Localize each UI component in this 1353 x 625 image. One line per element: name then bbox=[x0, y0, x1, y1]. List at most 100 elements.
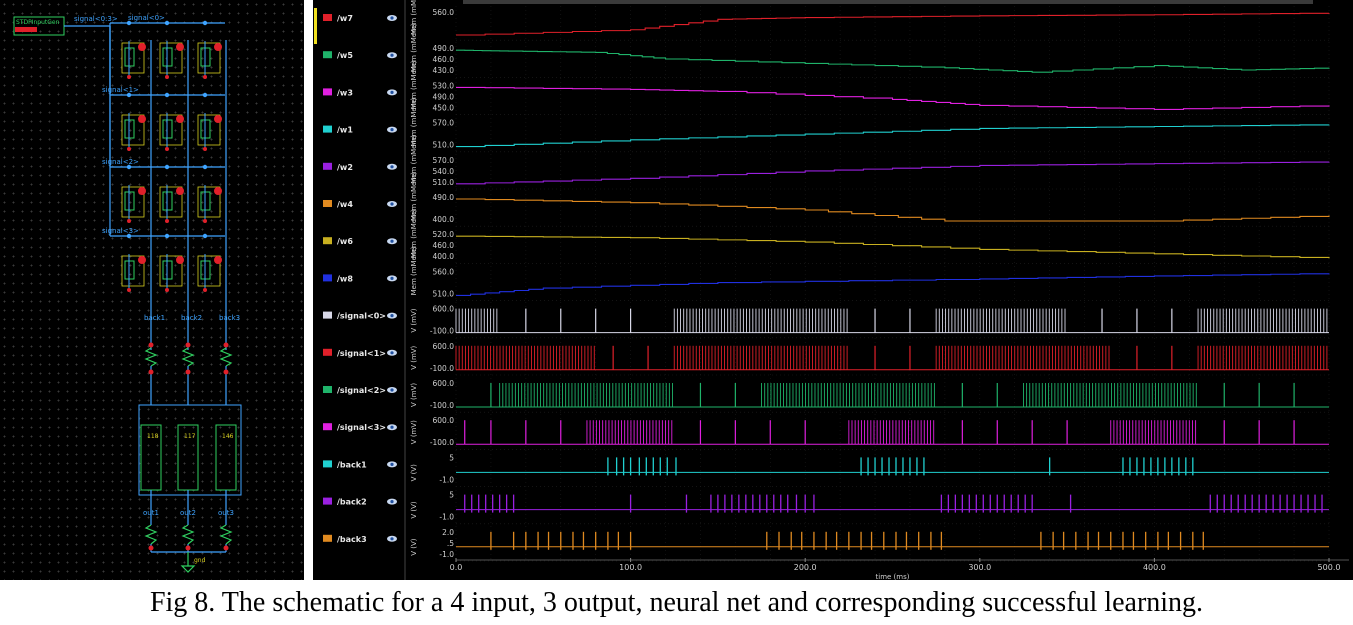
axis-unit-label: Mem (mMem) bbox=[410, 60, 418, 109]
junction-dot bbox=[126, 233, 132, 239]
y-tick-label: 600.0 bbox=[433, 342, 455, 351]
x-tick-label: 100.0 bbox=[619, 563, 642, 572]
eye-pupil bbox=[390, 500, 394, 504]
x-tick-label: 400.0 bbox=[1143, 563, 1166, 572]
visibility-eye-icon bbox=[387, 126, 397, 133]
row-signal-label: signal<2> bbox=[102, 158, 139, 166]
junction-dot bbox=[202, 164, 208, 170]
synapse-cell bbox=[121, 186, 145, 218]
visibility-eye-icon bbox=[387, 461, 397, 468]
axis-unit-label: Mem (mMem) bbox=[410, 0, 418, 35]
synapse-node bbox=[165, 288, 169, 292]
visibility-eye-icon bbox=[387, 275, 397, 282]
synapse-terminal bbox=[138, 256, 146, 264]
y-tick-label: 510.0 bbox=[433, 178, 455, 187]
output-node bbox=[148, 545, 154, 551]
row-signal-label: signal<0> bbox=[128, 14, 165, 22]
axis-unit-label: V (mV) bbox=[410, 308, 418, 332]
signal-name: /signal<0> bbox=[337, 312, 386, 321]
synapse-cell bbox=[197, 42, 221, 74]
eye-pupil bbox=[390, 388, 394, 392]
eye-pupil bbox=[390, 202, 394, 206]
synapse-node bbox=[165, 219, 169, 223]
y-tick-label: 570.0 bbox=[433, 119, 455, 128]
input-generator-pin bbox=[15, 27, 37, 32]
output-resistor bbox=[181, 524, 195, 545]
resistor-node bbox=[185, 342, 191, 348]
synapse-node bbox=[203, 288, 207, 292]
eye-pupil bbox=[390, 425, 394, 429]
resistor bbox=[144, 347, 158, 367]
signal-swatch bbox=[323, 200, 332, 207]
y-tick-label: 400.0 bbox=[433, 215, 455, 224]
schematic-panel: STDPInputGen signal<0:3> signal<0> signal<1… bbox=[0, 0, 304, 580]
figure-caption: Fig 8. The schematic for a 4 input, 3 ou… bbox=[149, 587, 1204, 618]
axis-unit-label: Mem (mMem) bbox=[410, 172, 418, 221]
resistor-node bbox=[223, 342, 229, 348]
y-tick-label: -100.0 bbox=[430, 327, 454, 336]
eye-pupil bbox=[390, 165, 394, 169]
ground-label: gnd bbox=[194, 557, 206, 564]
signal-name: /signal<1> bbox=[337, 349, 386, 358]
synapse-cell bbox=[197, 255, 221, 287]
back-label: back1 bbox=[144, 314, 165, 322]
signal-name: /back1 bbox=[337, 460, 367, 469]
synapse-node bbox=[165, 147, 169, 151]
junction-dot bbox=[202, 92, 208, 98]
signal-swatch bbox=[323, 460, 332, 468]
junction-dot bbox=[164, 92, 170, 98]
junction-dot bbox=[202, 233, 208, 239]
resistor-node bbox=[148, 342, 154, 348]
junction-dot bbox=[202, 20, 208, 26]
y-tick-label: 400.0 bbox=[433, 252, 455, 261]
y-tick-label: .5 bbox=[447, 539, 454, 548]
eye-pupil bbox=[390, 462, 394, 466]
y-tick-label: 510.0 bbox=[433, 289, 455, 298]
signal-swatch bbox=[323, 497, 332, 505]
synapse-terminal bbox=[138, 115, 146, 123]
junction-dot bbox=[164, 164, 170, 170]
signal-name: /back2 bbox=[337, 498, 367, 507]
input-generator-label: STDPInputGen bbox=[16, 19, 60, 26]
signal-swatch bbox=[323, 386, 332, 393]
signal-swatch bbox=[323, 311, 332, 319]
legend-column bbox=[313, 0, 405, 580]
x-tick-label: 200.0 bbox=[794, 563, 817, 572]
weight-trace bbox=[456, 124, 1330, 148]
neuron-id: 118 bbox=[147, 433, 159, 440]
visibility-eye-icon bbox=[387, 201, 397, 207]
eye-pupil bbox=[390, 128, 394, 132]
y-tick-label: 460.0 bbox=[433, 241, 455, 250]
synapse-node bbox=[127, 288, 131, 292]
row-signal-label: signal<1> bbox=[102, 86, 139, 94]
y-tick-label: 510.0 bbox=[433, 141, 455, 150]
signal-swatch bbox=[323, 534, 332, 542]
pulse-train bbox=[456, 457, 1329, 476]
visibility-eye-icon bbox=[387, 89, 397, 96]
resistor bbox=[219, 347, 233, 367]
bus-label: signal<0:3> bbox=[74, 15, 118, 23]
signal-swatch bbox=[323, 125, 332, 133]
synapse-cell bbox=[121, 114, 145, 146]
signal-name: /signal<3> bbox=[337, 423, 386, 432]
synapse-node bbox=[203, 147, 207, 151]
synapse-terminal bbox=[176, 115, 184, 123]
neuron-id: 146 bbox=[222, 433, 234, 440]
eye-pupil bbox=[390, 16, 394, 20]
synapse-node bbox=[127, 147, 131, 151]
pulse-train bbox=[456, 531, 1329, 550]
y-tick-label: -100.0 bbox=[430, 438, 454, 447]
synapse-terminal bbox=[138, 43, 146, 51]
signal-swatch bbox=[323, 51, 332, 59]
output-node bbox=[185, 545, 191, 551]
signal-name: /w2 bbox=[337, 163, 353, 172]
out-label: out2 bbox=[180, 509, 196, 517]
visibility-eye-icon bbox=[387, 498, 397, 505]
resistor-node bbox=[185, 369, 191, 375]
horizontal-scrollbar bbox=[463, 0, 1313, 4]
visibility-eye-icon bbox=[387, 424, 397, 431]
weight-trace bbox=[456, 235, 1330, 259]
y-tick-label: 450.0 bbox=[433, 103, 455, 112]
y-tick-label: -100.0 bbox=[430, 364, 454, 373]
synapse-terminal bbox=[176, 256, 184, 264]
